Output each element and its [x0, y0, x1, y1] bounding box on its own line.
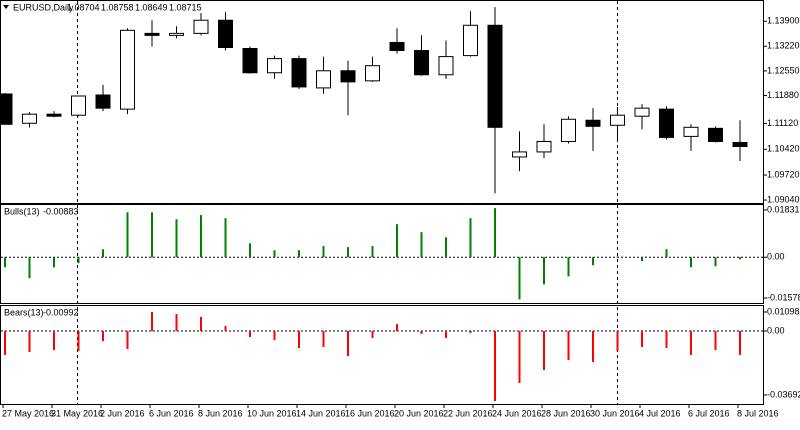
candle-body [438, 56, 454, 76]
candle-body [536, 140, 552, 153]
candle-body [340, 70, 356, 83]
x-tick-label: 10 Jun 2016 [247, 408, 297, 418]
header-low: 1.08649 [135, 2, 168, 12]
y-tick-label: 1.09720 [767, 169, 800, 179]
x-tick-label: 8 Jun 2016 [198, 408, 243, 418]
y-tick-label: -0.03692 [767, 389, 800, 399]
y-tick-label: 1.13220 [767, 41, 800, 51]
candle-body [267, 58, 282, 74]
candle-body [512, 151, 527, 158]
indicator-title: Bears(13) [4, 307, 44, 317]
menu-icon[interactable] [3, 5, 9, 9]
candle-body [316, 70, 331, 89]
candle-body [120, 29, 135, 110]
x-tick-label: 6 Jun 2016 [149, 408, 194, 418]
candle-body [242, 48, 258, 74]
header-open: 1.08704 [67, 2, 100, 12]
x-tick-label: 14 Jun 2016 [296, 408, 346, 418]
x-tick-label: 20 Jun 2016 [394, 408, 444, 418]
candle-body [414, 50, 429, 76]
x-tick-label: 6 Jul 2016 [688, 408, 730, 418]
candle-body [585, 119, 601, 127]
symbol-title: EURUSD,Daily [13, 2, 74, 12]
header-close: 1.08715 [169, 2, 202, 12]
y-tick-label: 1.09040 [767, 194, 800, 204]
candle-body [389, 41, 405, 52]
candle-body [71, 95, 86, 116]
candle-body [193, 19, 209, 34]
y-tick-label: 0.01831 [767, 204, 800, 214]
x-tick-label: 4 Jul 2016 [639, 408, 681, 418]
x-tick-label: 27 May 2016 [2, 408, 54, 418]
candle-body [561, 118, 576, 142]
candle-body [22, 113, 37, 124]
x-tick-label: 2 Jun 2016 [100, 408, 145, 418]
y-tick-label: 1.11120 [767, 118, 798, 128]
bears-pane [0, 305, 764, 405]
x-tick-label: 30 Jun 2016 [590, 408, 640, 418]
candle-body [0, 93, 13, 125]
y-tick-label: 1.12550 [767, 65, 800, 75]
candle-body [683, 126, 699, 137]
y-tick-label: 0.01098 [767, 306, 800, 316]
y-tick-label: 1.13900 [767, 16, 800, 26]
y-tick-label: 1.10420 [767, 144, 800, 154]
x-tick-label: 24 Jun 2016 [492, 408, 542, 418]
x-tick-label: 22 Jun 2016 [443, 408, 493, 418]
candle-body [463, 24, 478, 57]
x-tick-label: 8 Jul 2016 [737, 408, 779, 418]
candle-body [634, 107, 650, 117]
candle-body [144, 32, 160, 36]
candle-body [610, 114, 625, 126]
indicator-title: Bulls(13) [4, 206, 40, 216]
candle-body [169, 32, 184, 36]
candle-body [291, 58, 307, 88]
y-tick-label: 0.00 [767, 325, 785, 335]
y-tick-label: 0.00 [767, 252, 785, 262]
candle-body [708, 127, 723, 142]
candle-body [365, 65, 380, 82]
header-high: 1.08758 [101, 2, 134, 12]
indicator-value: -0.00992 [43, 307, 79, 317]
x-tick-label: 31 May 2016 [51, 408, 103, 418]
candle-body [487, 24, 503, 128]
candle-body [732, 141, 748, 148]
x-tick-label: 16 Jun 2016 [345, 408, 395, 418]
candle-body [218, 19, 233, 49]
candle-body [95, 94, 111, 109]
candle-body [659, 108, 674, 138]
indicator-value: -0.00883 [43, 206, 79, 216]
y-tick-label: 1.11880 [767, 90, 799, 100]
candle-body [46, 113, 62, 117]
y-tick-label: -0.01578 [767, 292, 800, 302]
bulls-pane [0, 204, 764, 304]
x-tick-label: 28 Jun 2016 [541, 408, 591, 418]
